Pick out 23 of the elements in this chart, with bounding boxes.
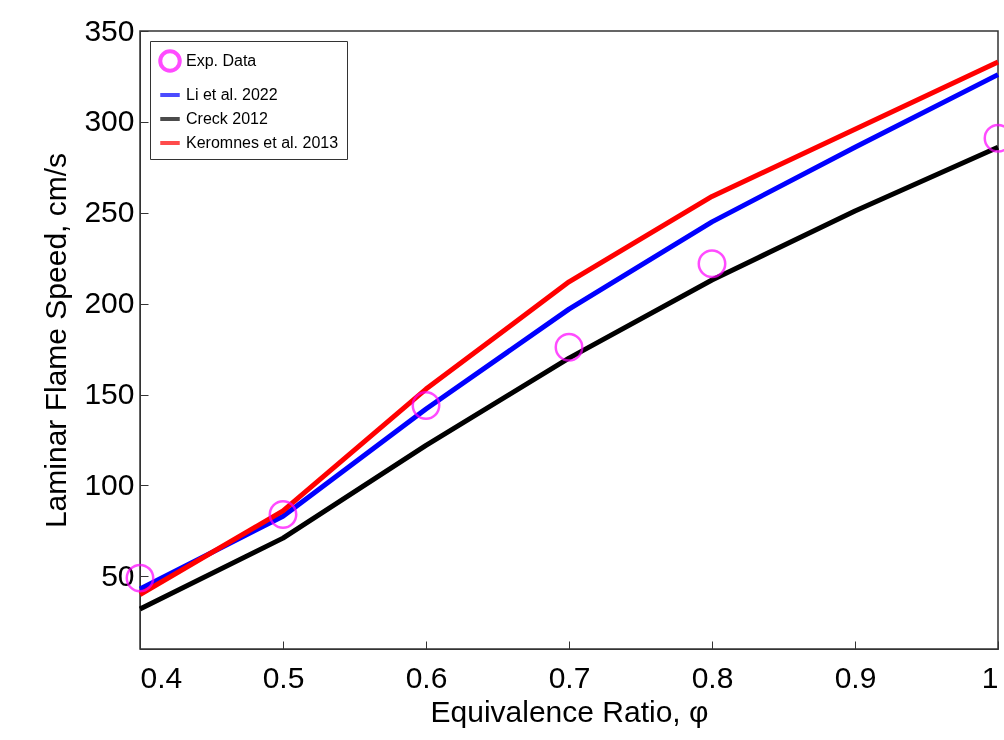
y-axis-title: Laminar Flame Speed, cm/s xyxy=(39,152,73,529)
x-tick-label: 0.9 xyxy=(834,660,877,694)
y-tick-label: 300 xyxy=(84,104,135,138)
point xyxy=(697,249,727,279)
y-tick-label: 100 xyxy=(84,467,135,501)
y-tick-label: 150 xyxy=(84,377,135,411)
x-tick-label: 0.4 xyxy=(140,660,183,694)
point xyxy=(411,390,441,420)
x-tick-label: 0.7 xyxy=(548,660,591,694)
x-tick-label: 0.5 xyxy=(262,660,305,694)
y-tick-label: 350 xyxy=(84,13,135,47)
legend-label: Li et al. 2022 xyxy=(186,86,278,103)
x-tick-label: 1 xyxy=(981,660,999,694)
legend-label: Creck 2012 xyxy=(186,110,268,127)
x-axis-title: Equivalence Ratio, φ xyxy=(430,694,709,728)
y-tick-label: 250 xyxy=(84,195,135,229)
x-tick-label: 0.6 xyxy=(405,660,448,694)
point xyxy=(554,332,584,362)
x-tick-label: 0.8 xyxy=(691,660,734,694)
y-tick-label: 200 xyxy=(84,286,135,320)
legend-label: Exp. Data xyxy=(186,52,257,69)
point xyxy=(268,500,298,529)
legend-label: Keromnes et al. 2013 xyxy=(186,134,339,151)
